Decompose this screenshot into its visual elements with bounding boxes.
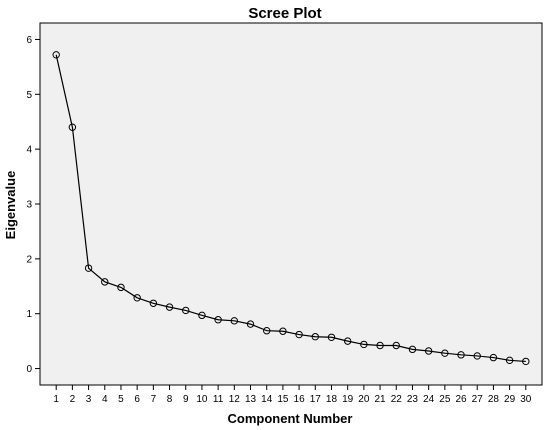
x-tick-label: 21 xyxy=(375,394,387,405)
data-point xyxy=(392,341,400,350)
x-tick-label: 2 xyxy=(70,394,76,405)
data-point xyxy=(343,337,352,345)
x-tick-label: 22 xyxy=(391,394,403,405)
x-tick-label: 18 xyxy=(326,394,338,405)
y-tick-label: 2 xyxy=(26,254,32,265)
x-tick-label: 4 xyxy=(102,394,108,405)
data-point xyxy=(473,352,481,360)
data-points xyxy=(52,51,530,366)
x-tick-label: 15 xyxy=(277,394,289,405)
x-tick-label: 3 xyxy=(86,394,92,405)
data-point xyxy=(214,316,222,324)
data-point xyxy=(84,264,93,272)
x-tick-label: 23 xyxy=(407,394,419,405)
x-axis-ticks: 1 2 3 4 5 6 7 8 9 10 11 12 13 14 15 16 17 18 19 20 21 22 23 24 2… xyxy=(53,385,532,405)
data-point xyxy=(522,357,530,366)
data-point xyxy=(279,327,287,335)
x-tick-label: 20 xyxy=(358,394,370,405)
x-tick-label: 5 xyxy=(118,394,124,405)
chart-title: Scree Plot xyxy=(248,5,321,22)
data-point xyxy=(246,320,255,328)
x-tick-label: 16 xyxy=(294,394,306,405)
x-tick-label: 27 xyxy=(472,394,484,405)
data-point xyxy=(360,340,368,349)
x-tick-label: 6 xyxy=(134,394,140,405)
data-point xyxy=(133,294,141,302)
x-tick-label: 11 xyxy=(213,394,224,405)
data-point xyxy=(52,51,60,59)
x-tick-label: 28 xyxy=(488,394,500,405)
data-point xyxy=(263,327,271,335)
x-tick-label: 7 xyxy=(151,394,157,405)
data-point xyxy=(424,347,433,355)
data-point xyxy=(165,303,174,311)
y-tick-label: 0 xyxy=(26,364,32,375)
data-point xyxy=(441,349,449,357)
data-point xyxy=(376,341,384,350)
data-point xyxy=(230,317,239,325)
x-tick-label: 17 xyxy=(310,394,322,405)
y-tick-label: 1 xyxy=(26,309,32,320)
x-tick-label: 12 xyxy=(229,394,241,405)
data-point xyxy=(311,333,319,341)
data-point xyxy=(149,299,158,307)
data-point xyxy=(457,351,465,359)
data-point xyxy=(101,278,109,286)
data-point xyxy=(327,333,336,341)
data-point xyxy=(182,306,190,315)
x-tick-label: 29 xyxy=(504,394,516,405)
data-point xyxy=(198,311,206,320)
data-point xyxy=(68,123,77,131)
y-tick-label: 3 xyxy=(26,200,32,211)
data-point xyxy=(295,330,303,339)
y-tick-label: 6 xyxy=(26,35,32,46)
data-point xyxy=(505,356,514,365)
data-point xyxy=(117,283,125,292)
x-tick-label: 24 xyxy=(423,394,435,405)
y-axis-ticks: 0 1 2 3 4 5 6 xyxy=(26,35,40,375)
x-tick-label: 26 xyxy=(455,394,467,405)
x-tick-label: 10 xyxy=(196,394,208,405)
plot-area xyxy=(39,22,543,386)
x-tick-label: 9 xyxy=(183,394,189,405)
y-tick-label: 5 xyxy=(26,90,32,101)
x-tick-label: 8 xyxy=(167,394,173,405)
x-tick-label: 14 xyxy=(261,394,273,405)
x-axis-label: Component Number xyxy=(228,411,353,426)
x-tick-label: 30 xyxy=(520,394,532,405)
y-tick-label: 4 xyxy=(26,145,32,156)
y-axis-label: Eigenvalue xyxy=(3,171,18,240)
x-tick-label: 19 xyxy=(342,394,354,405)
data-point xyxy=(408,345,417,354)
data-point xyxy=(489,353,498,362)
x-tick-label: 25 xyxy=(439,394,451,405)
x-tick-label: 1 xyxy=(53,394,59,405)
x-tick-label: 13 xyxy=(245,394,257,405)
